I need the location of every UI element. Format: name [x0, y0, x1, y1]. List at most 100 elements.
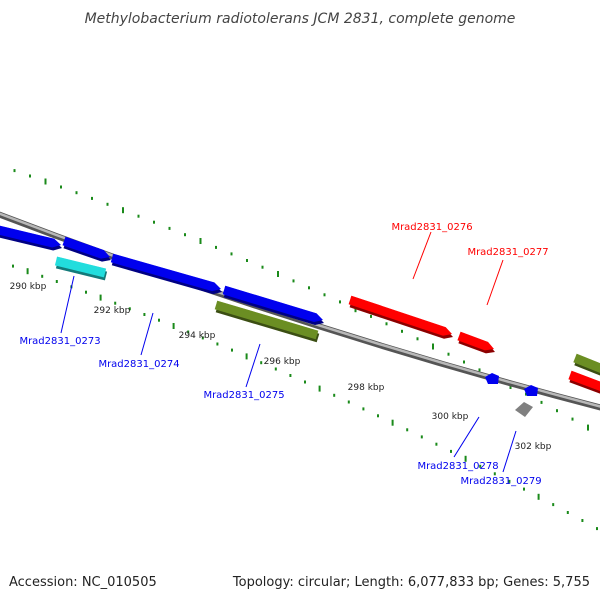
tick-mark	[525, 392, 527, 396]
gene-highlight	[0, 225, 55, 242]
map-title: Methylobacterium radiotolerans JCM 2831,…	[85, 11, 516, 27]
tick-mark	[385, 322, 388, 326]
pseudo-gene[interactable]	[515, 402, 533, 417]
tick-mark	[29, 174, 31, 178]
ruler-tick-label: 298 kbp	[348, 383, 385, 393]
leader-line	[486, 259, 504, 306]
tick-mark	[493, 472, 496, 476]
tick-mark	[556, 409, 558, 413]
tick-mark	[60, 185, 62, 189]
leader-line	[453, 416, 480, 458]
gene-highlight	[56, 256, 107, 272]
gene-label[interactable]: Mrad2831_0274	[98, 359, 179, 370]
tick-mark	[540, 400, 543, 404]
gene-arrow[interactable]	[485, 373, 499, 384]
tick-mark	[370, 314, 372, 318]
tick-mark	[432, 343, 434, 350]
leader-line	[245, 343, 261, 388]
gene-label[interactable]: Mrad2831_0279	[460, 476, 541, 487]
tick-mark	[401, 329, 403, 333]
tick-mark	[245, 353, 248, 360]
tick-mark	[339, 300, 341, 304]
inner-tick-track	[12, 264, 598, 531]
gene-arrow[interactable]	[573, 353, 600, 376]
tick-mark	[571, 417, 574, 421]
tick-mark	[41, 274, 44, 278]
tick-mark	[168, 226, 171, 230]
gene-highlight	[459, 331, 489, 345]
tick-mark	[137, 214, 140, 218]
leader-line	[502, 430, 517, 473]
tick-mark	[347, 400, 350, 404]
tick-mark	[201, 336, 204, 340]
tick-mark	[215, 245, 217, 249]
tick-mark	[420, 435, 423, 439]
tick-mark	[184, 233, 186, 237]
gene-leader-lines	[60, 231, 517, 473]
ruler-tick-label: 296 kbp	[264, 357, 301, 367]
tick-mark	[143, 313, 146, 316]
tick-mark	[231, 348, 233, 352]
tick-mark	[274, 367, 277, 371]
tick-mark	[292, 279, 295, 283]
tick-mark	[106, 202, 109, 206]
tick-mark	[581, 519, 584, 522]
tick-mark	[406, 428, 409, 432]
gene-highlight	[570, 370, 600, 385]
gene-highlight	[112, 253, 215, 285]
tick-mark	[85, 290, 87, 294]
gene-highlight	[64, 236, 104, 253]
gene-arrow[interactable]	[568, 370, 600, 394]
tick-mark	[246, 259, 248, 262]
ruler-tick-label: 300 kbp	[432, 412, 469, 422]
tick-mark	[391, 419, 394, 426]
tick-mark	[158, 318, 160, 322]
tick-mark	[464, 455, 467, 462]
gene-arrow[interactable]	[524, 385, 538, 396]
tick-mark	[277, 271, 279, 277]
gene-label[interactable]: Mrad2831_0278	[417, 461, 498, 472]
gene-label[interactable]: Mrad2831_0275	[203, 390, 284, 401]
tick-mark	[416, 337, 419, 341]
tick-mark	[199, 238, 202, 244]
ruler-tick-label: 302 kbp	[515, 442, 552, 452]
tick-mark	[377, 414, 379, 418]
ruler-tick-label: 292 kbp	[94, 306, 131, 316]
tick-mark	[114, 301, 117, 305]
gene-label[interactable]: Mrad2831_0273	[19, 336, 100, 347]
tick-mark	[172, 323, 175, 329]
gene-label[interactable]: Mrad2831_0276	[391, 222, 472, 233]
tick-mark	[537, 493, 540, 500]
tick-mark	[450, 449, 452, 453]
tick-mark	[260, 361, 263, 365]
ruler-tick-labels: 290 kbp 292 kbp 294 kbp 296 kbp 298 kbp 300 k…	[10, 282, 552, 452]
gene-highlight	[224, 285, 317, 316]
genome-summary-label: Topology: circular; Length: 6,077,833 bp…	[232, 575, 590, 590]
tick-mark	[55, 280, 58, 283]
leader-line	[412, 231, 432, 280]
ruler-tick-label: 294 kbp	[179, 331, 216, 341]
leader-line	[140, 312, 154, 356]
gene-highlight	[216, 300, 319, 334]
gene-label[interactable]: Mrad2831_0277	[467, 247, 548, 258]
tick-mark	[318, 385, 321, 392]
tick-mark	[333, 393, 336, 397]
tick-mark	[26, 268, 29, 275]
outer-tick-track	[13, 169, 589, 431]
tick-mark	[323, 293, 326, 297]
gene-highlight	[575, 353, 600, 366]
gene-arrow[interactable]	[214, 300, 319, 340]
tick-mark	[447, 352, 450, 356]
tick-mark	[362, 407, 365, 411]
tick-mark	[216, 342, 219, 346]
tick-mark	[13, 169, 16, 173]
tick-mark	[596, 527, 598, 531]
tick-mark	[230, 252, 233, 256]
tick-mark	[435, 442, 438, 446]
tick-mark	[552, 503, 555, 507]
tick-mark	[128, 307, 131, 311]
leader-line	[60, 275, 75, 334]
gene-highlight	[350, 295, 446, 330]
tick-mark	[12, 264, 14, 268]
